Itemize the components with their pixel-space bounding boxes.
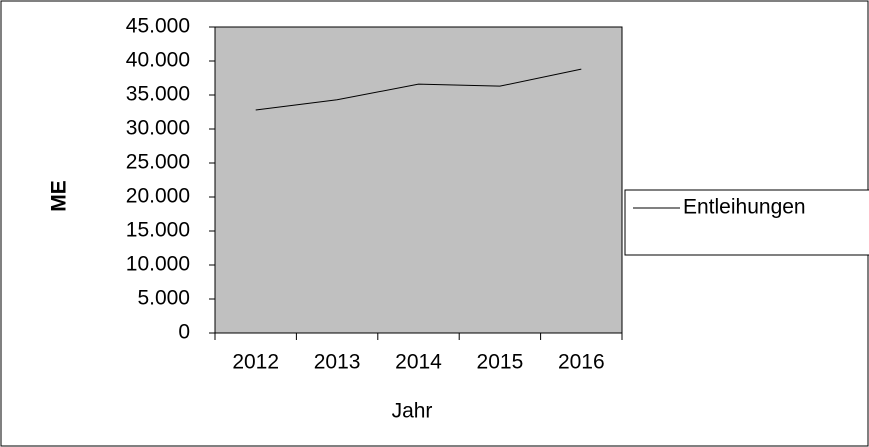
y-axis-label: ME [48,180,71,212]
data-line [255,68,582,111]
legend-box [624,189,869,256]
x-tick-label: 2015 [477,351,524,374]
y-tick-label: 10.000 [126,253,190,276]
y-tick-label: 15.000 [126,219,190,242]
x-tick-label: 2012 [232,351,279,374]
x-tick-label: 2014 [395,351,442,374]
y-tick-label: 25.000 [126,151,190,174]
plot-area [214,26,623,334]
x-tick-label: 2013 [314,351,361,374]
y-tick-label: 20.000 [126,185,190,208]
y-tick-label: 30.000 [126,117,190,140]
legend-label: Entleihungen [683,196,806,219]
x-axis-label: Jahr [392,400,433,423]
y-tick-label: 0 [178,321,190,344]
x-tick-label: 2016 [558,351,605,374]
y-tick-label: 5.000 [137,287,190,310]
y-tick-label: 35.000 [126,83,190,106]
y-tick-label: 45.000 [126,15,190,38]
y-tick-label: 40.000 [126,49,190,72]
